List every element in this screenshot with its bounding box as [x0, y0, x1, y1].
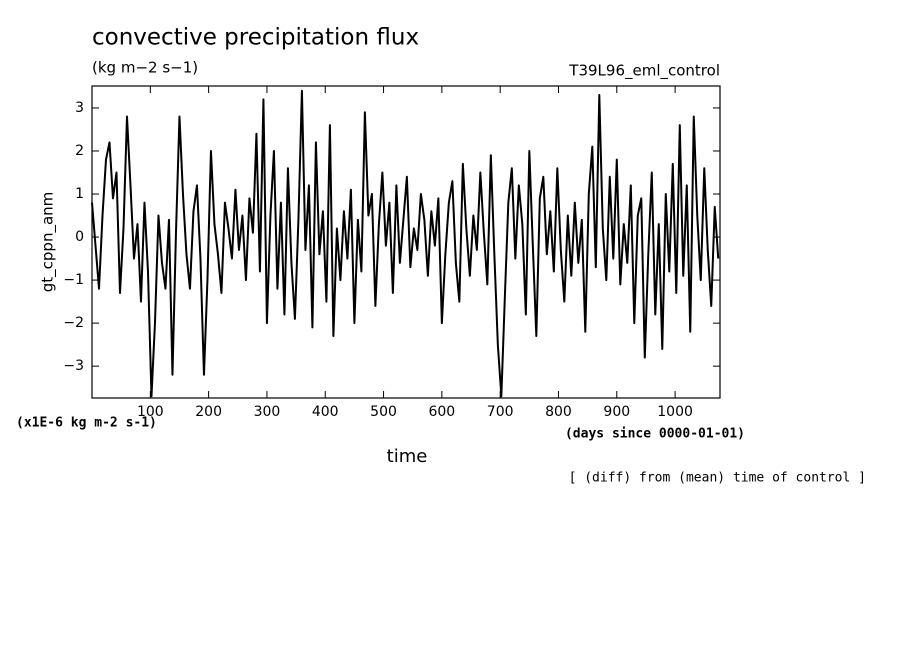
x-tick-label: 300 — [254, 404, 281, 420]
chart-title: convective precipitation flux — [92, 25, 419, 51]
y-tick-label: −1 — [63, 272, 84, 288]
x-unit-note: (days since 0000-01-01) — [565, 427, 745, 442]
subtitle: (kg m−2 s−1) — [92, 59, 198, 77]
x-tick-label: 400 — [312, 404, 339, 420]
plot-frame — [91, 85, 721, 399]
x-tick-label: 1000 — [657, 404, 693, 420]
x-tick-label: 700 — [487, 404, 514, 420]
y-axis-label: gt_cppn_anm — [39, 192, 58, 293]
x-tick-label: 100 — [137, 404, 164, 420]
x-tick-label: 900 — [603, 404, 630, 420]
y-tick-label: −3 — [63, 358, 84, 374]
y-tick-label: 1 — [75, 186, 84, 202]
x-tick-label: 200 — [195, 404, 222, 420]
y-unit-note: (x1E-6 kg m-2 s-1) — [16, 416, 157, 431]
y-tick-label: 2 — [75, 143, 84, 159]
x-tick-label: 800 — [545, 404, 572, 420]
footnote: [ (diff) from (mean) time of control ] — [569, 471, 866, 486]
y-tick-label: 0 — [75, 229, 84, 245]
run-label: T39L96_eml_control — [568, 62, 720, 81]
y-tick-label: −2 — [63, 315, 84, 331]
data-line — [91, 89, 720, 398]
x-axis-label: time — [387, 446, 428, 467]
x-tick-label: 500 — [370, 404, 397, 420]
y-tick-label: 3 — [75, 100, 84, 116]
x-tick-label: 600 — [428, 404, 455, 420]
